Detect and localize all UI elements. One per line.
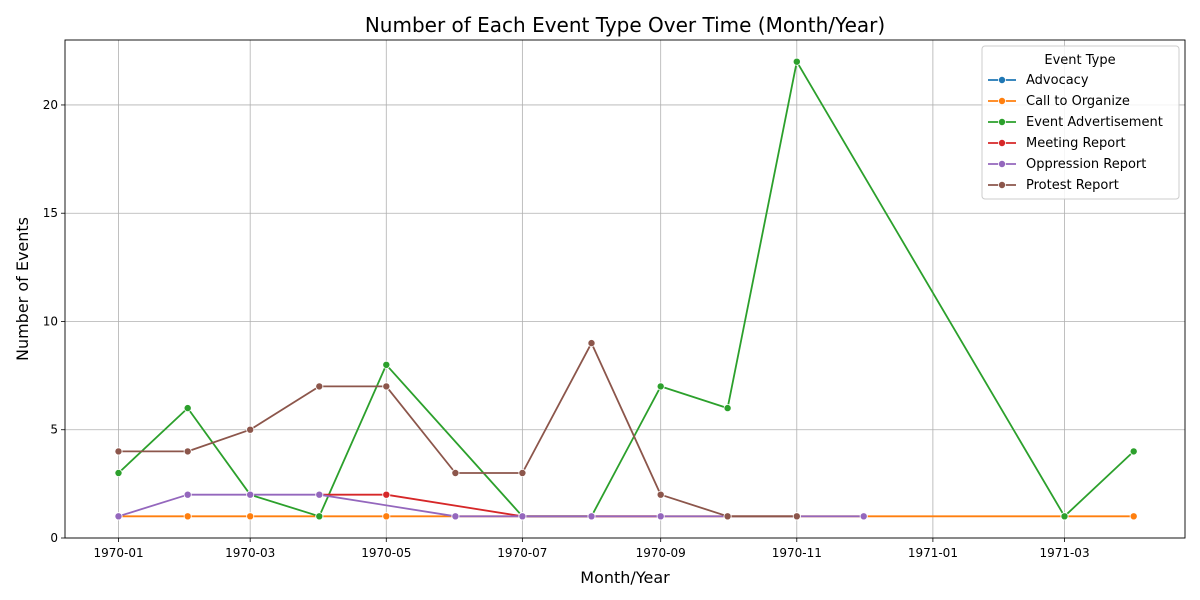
data-point-oppression-report	[859, 512, 868, 521]
x-tick-label: 1971-03	[1039, 546, 1089, 560]
x-tick-label: 1970-01	[93, 546, 143, 560]
x-tick-label: 1970-07	[497, 546, 547, 560]
data-point-protest-report	[656, 490, 665, 499]
y-tick-label: 10	[43, 314, 58, 328]
data-point-oppression-report	[114, 512, 123, 521]
data-point-event-advertisement	[114, 468, 123, 477]
data-point-call-to-organize	[1129, 512, 1138, 521]
data-point-event-advertisement	[1060, 512, 1069, 521]
y-tick-label: 5	[50, 423, 58, 437]
y-axis-label: Number of Events	[13, 217, 32, 361]
data-point-oppression-report	[451, 512, 460, 521]
data-point-protest-report	[246, 425, 255, 434]
legend-title: Event Type	[1044, 53, 1115, 68]
legend-label: Call to Organize	[1026, 94, 1130, 109]
data-point-event-advertisement	[723, 404, 732, 413]
legend-label: Protest Report	[1026, 178, 1119, 193]
series-protest-report	[114, 339, 801, 521]
data-point-meeting-report	[382, 490, 391, 499]
data-point-call-to-organize	[382, 512, 391, 521]
legend-marker	[998, 180, 1007, 189]
data-point-protest-report	[451, 468, 460, 477]
data-point-event-advertisement	[792, 57, 801, 66]
data-point-oppression-report	[315, 490, 324, 499]
legend-marker	[998, 159, 1007, 168]
data-point-oppression-report	[587, 512, 596, 521]
data-point-event-advertisement	[1129, 447, 1138, 456]
data-point-call-to-organize	[183, 512, 192, 521]
chart-title: Number of Each Event Type Over Time (Mon…	[365, 13, 885, 37]
y-tick-label: 15	[43, 206, 58, 220]
axis-ticks: 1970-01 1970-03 1970-05 1970-07 1970-09 1970-…	[43, 98, 1090, 560]
data-point-oppression-report	[656, 512, 665, 521]
data-point-event-advertisement	[183, 404, 192, 413]
legend-marker	[998, 118, 1007, 127]
legend-label: Advocacy	[1026, 73, 1089, 88]
data-point-oppression-report	[518, 512, 527, 521]
x-tick-label: 1970-05	[361, 546, 411, 560]
x-axis-label: Month/Year	[580, 568, 670, 587]
data-point-protest-report	[723, 512, 732, 521]
data-point-event-advertisement	[382, 360, 391, 369]
x-tick-label: 1970-03	[225, 546, 275, 560]
data-point-protest-report	[114, 447, 123, 456]
data-point-oppression-report	[246, 490, 255, 499]
legend-label: Event Advertisement	[1026, 115, 1163, 130]
x-tick-label: 1971-01	[908, 546, 958, 560]
data-point-event-advertisement	[656, 382, 665, 391]
legend-label: Oppression Report	[1026, 157, 1146, 172]
legend: Event Type Advocacy Call to Organize Event…	[981, 45, 1180, 200]
legend-items: Advocacy Call to Organize Event Advertisem…	[988, 73, 1163, 193]
plot-frame	[64, 39, 1186, 539]
data-point-event-advertisement	[315, 512, 324, 521]
data-point-protest-report	[518, 468, 527, 477]
legend-marker	[998, 138, 1007, 147]
y-tick-label: 0	[50, 531, 58, 545]
legend-frame	[981, 45, 1180, 200]
legend-label: Meeting Report	[1026, 136, 1126, 151]
legend-marker	[998, 76, 1007, 85]
legend-marker	[998, 97, 1007, 106]
x-tick-label: 1970-09	[636, 546, 686, 560]
series-lines	[114, 57, 1138, 521]
data-point-call-to-organize	[246, 512, 255, 521]
data-point-oppression-report	[183, 490, 192, 499]
y-tick-label: 20	[43, 98, 58, 112]
data-point-protest-report	[382, 382, 391, 391]
x-tick-label: 1970-11	[772, 546, 822, 560]
data-point-protest-report	[587, 339, 596, 348]
data-point-protest-report	[315, 382, 324, 391]
data-point-protest-report	[792, 512, 801, 521]
data-point-protest-report	[183, 447, 192, 456]
